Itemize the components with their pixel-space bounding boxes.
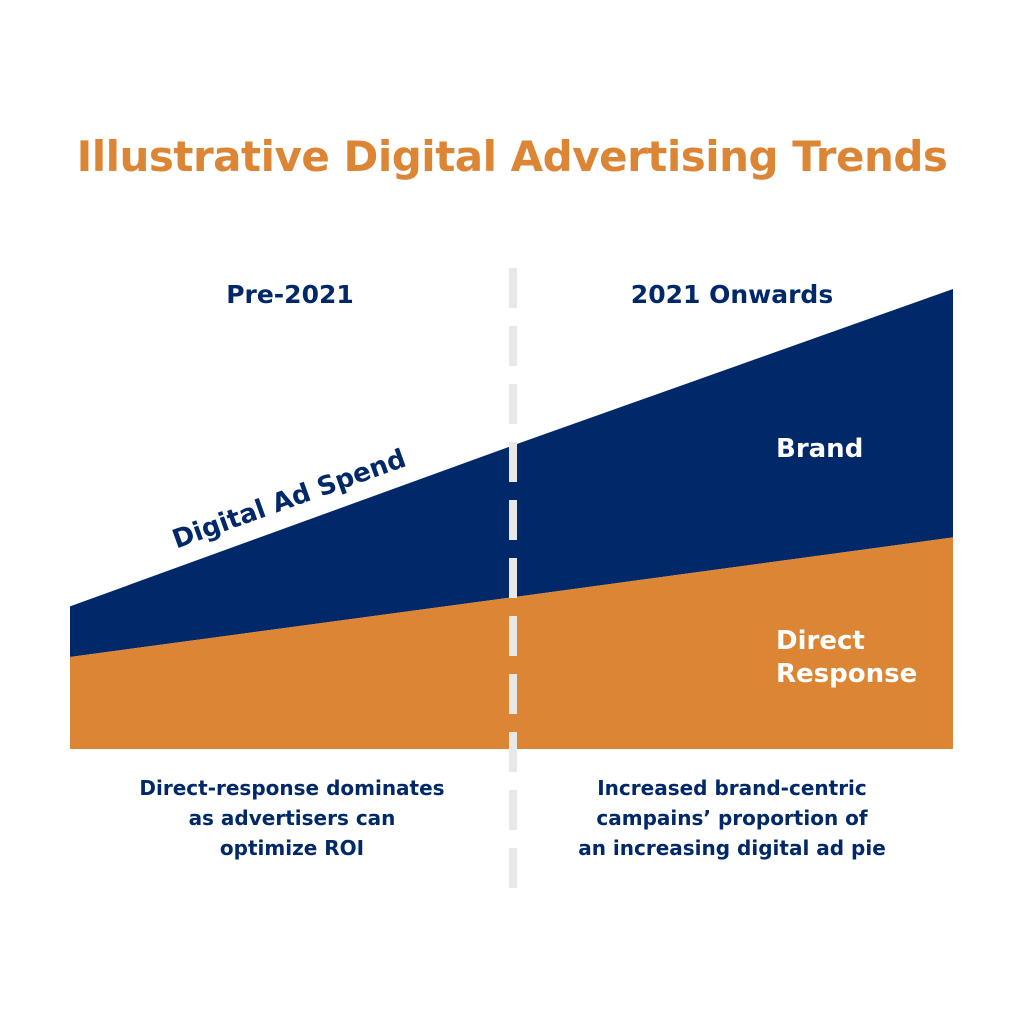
header-2021-onwards: 2021 Onwards xyxy=(630,280,834,309)
caption-line: optimize ROI xyxy=(219,836,365,860)
label-direct-response-text: Direct Response xyxy=(776,626,918,689)
caption-line: an increasing digital ad pie xyxy=(578,836,886,860)
caption-2021-onwards: Increased brand-centric campains’ propor… xyxy=(542,773,922,863)
chart-title: Illustrative Digital Advertising Trends xyxy=(76,132,948,181)
caption-line: Direct-response dominates xyxy=(139,776,445,800)
label-brand: Brand xyxy=(776,434,864,464)
caption-line: Increased brand-centric xyxy=(597,776,867,800)
caption-line: as advertisers can xyxy=(188,806,396,830)
caption-pre-2021: Direct-response dominates as advertisers… xyxy=(102,773,482,863)
caption-line: campains’ proportion of xyxy=(596,806,868,830)
label-direct-response: Direct Response xyxy=(776,625,917,691)
header-pre-2021: Pre-2021 xyxy=(226,280,354,309)
